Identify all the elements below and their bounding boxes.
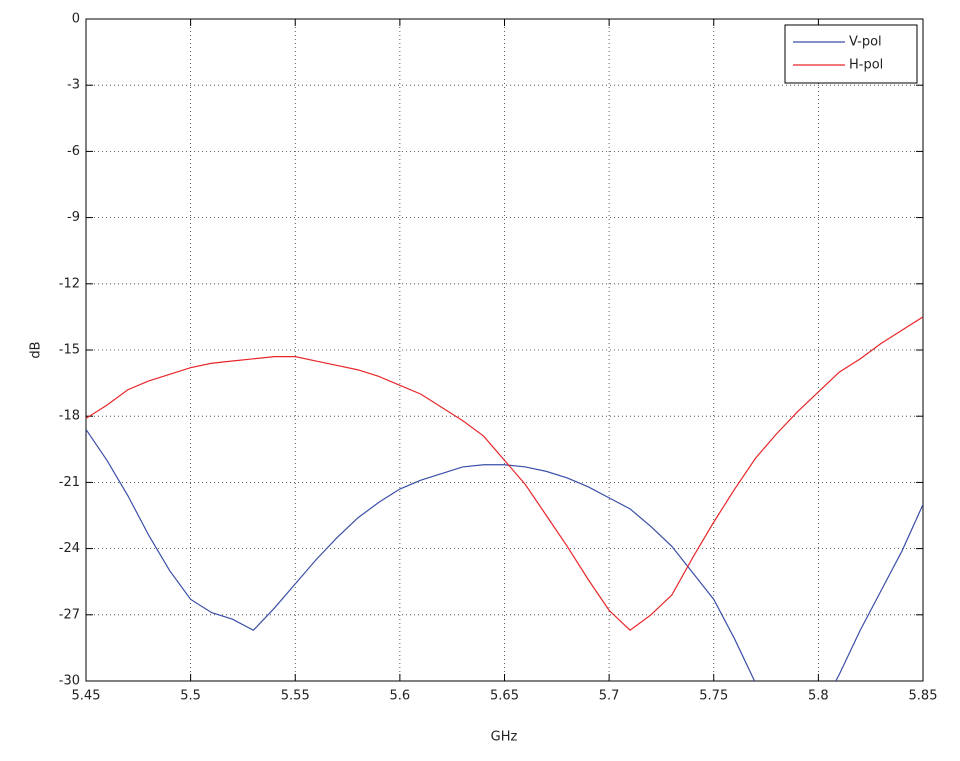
- x-tick-label: 5.85: [909, 689, 938, 704]
- x-tick-label: 5.6: [390, 689, 411, 704]
- x-axis-label: GHz: [491, 730, 518, 745]
- plot-area: [86, 19, 923, 681]
- x-tick-label: 5.5: [180, 689, 201, 704]
- x-tick-label: 5.7: [599, 689, 620, 704]
- y-tick-label: -12: [59, 276, 80, 291]
- x-tick-label: 5.45: [72, 689, 101, 704]
- data-line: [86, 429, 923, 681]
- plot-lines: [86, 316, 923, 681]
- y-tick-label: -24: [59, 541, 80, 556]
- legend-label: V-pol: [849, 35, 882, 50]
- y-tick-label: -18: [59, 409, 80, 424]
- y-tick-label: -15: [59, 343, 80, 358]
- axes-box: [85, 18, 924, 682]
- y-tick-label: -6: [67, 144, 80, 159]
- y-tick-label: -30: [59, 674, 80, 689]
- y-tick-label: -3: [67, 78, 80, 93]
- y-tick-label: -27: [59, 607, 80, 622]
- y-tick-label: 0: [72, 12, 80, 27]
- legend-box: [784, 24, 918, 84]
- x-tick-label: 5.55: [281, 689, 310, 704]
- x-tick-label: 5.75: [699, 689, 728, 704]
- x-tick-label: 5.65: [490, 689, 519, 704]
- data-line: [86, 316, 923, 632]
- x-tick-label: 5.8: [808, 689, 829, 704]
- y-tick-label: -21: [59, 475, 80, 490]
- legend-label: H-pol: [849, 58, 883, 73]
- y-tick-label: -9: [67, 210, 80, 225]
- y-axis-label: dB: [29, 341, 44, 358]
